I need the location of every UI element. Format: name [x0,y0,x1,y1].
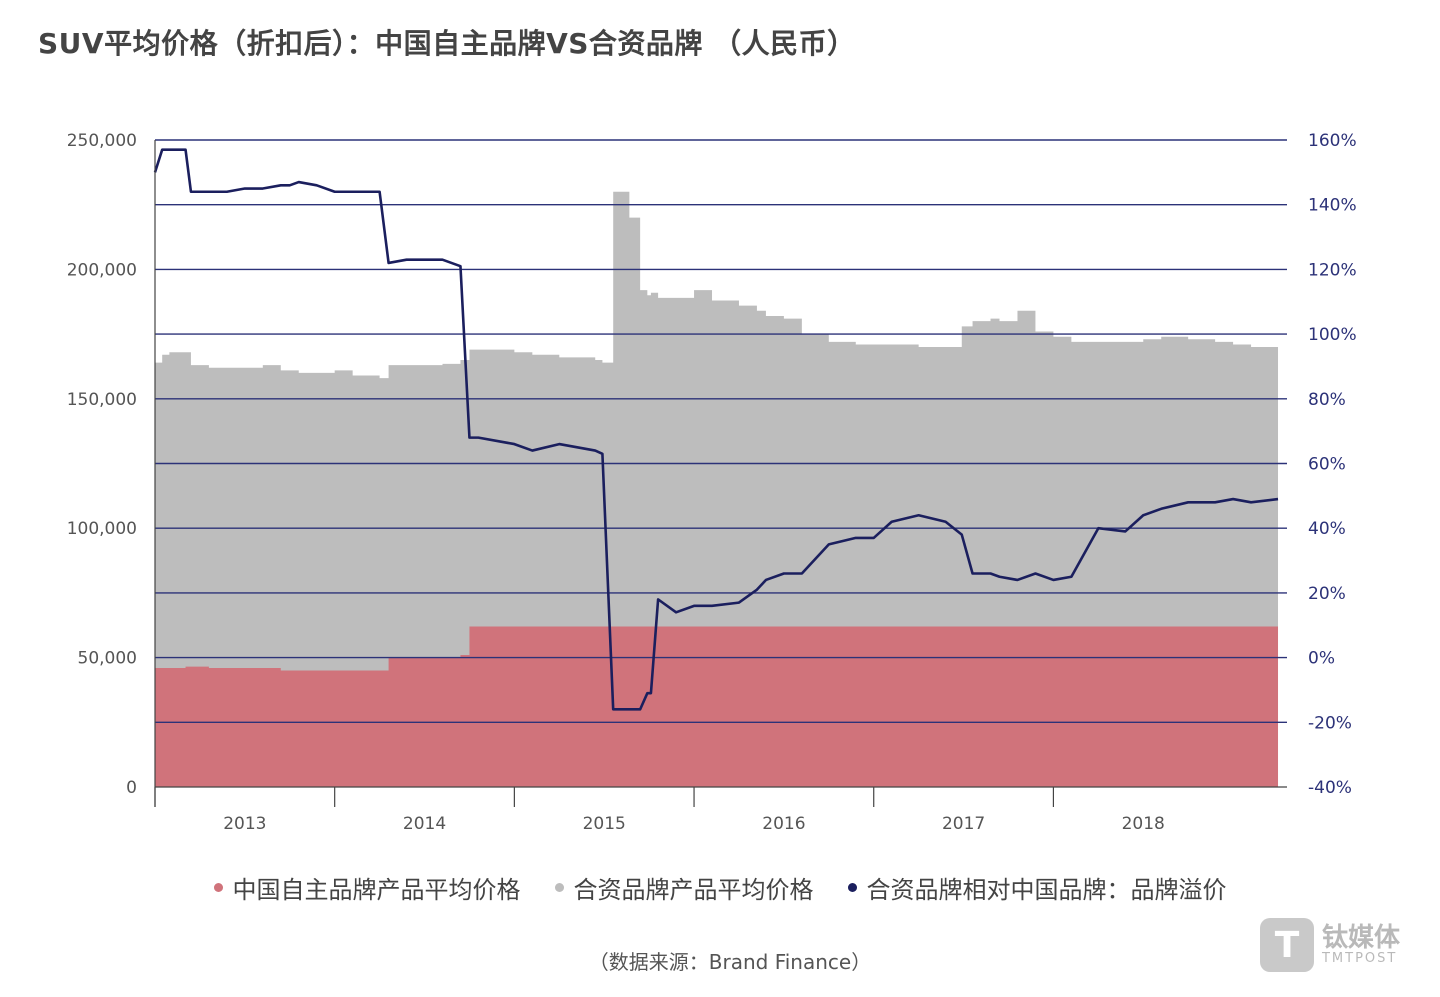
legend-item-premium: 合资品牌相对中国品牌：品牌溢价 [847,870,1227,905]
legend-dot-premium [847,883,857,892]
y-right-tick-label: 160% [1308,131,1357,151]
y-left-tick-label: 100,000 [67,519,137,539]
y-right-tick-label: 60% [1308,455,1346,475]
premium-line [153,148,1279,711]
watermark-cn: 钛媒体 [1321,922,1400,953]
source-note: （数据来源：Brand Finance） [588,950,872,974]
legend-label-premium: 合资品牌相对中国品牌：品牌溢价 [866,876,1227,904]
legend-label-domestic: 中国自主品牌产品平均价格 [232,876,521,904]
watermark-en: TMTPOST [1321,951,1398,967]
x-tick-label: 2018 [1122,814,1165,834]
chart-title: SUV平均价格（折扣后）：中国自主品牌VS合资品牌 （人民币） [38,27,856,60]
x-tick-label: 2013 [223,814,266,834]
legend-label-jv: 合资品牌产品平均价格 [573,876,814,904]
x-tick-label: 2017 [942,814,985,834]
watermark-text: 钛媒体 TMTPOST [1321,922,1400,967]
y-right-tick-label: -20% [1308,713,1352,733]
x-tick-label: 2014 [403,814,446,834]
legend-dot-jv [554,883,564,892]
premium-line-layer [153,148,1279,711]
grid-layer [155,139,1287,723]
y-left-tick-label: 250,000 [67,131,137,151]
y-right-tick-label: 0% [1308,649,1335,669]
x-tick-label: 2016 [762,814,805,834]
y-right-tick-label: 140% [1308,196,1357,216]
y-right-tick-label: 20% [1308,584,1346,604]
y-left-tick-label: 200,000 [67,260,137,280]
axes-layer: 0 50,000 100,000 150,000 200,000 250,000 -40% -… [67,131,1357,834]
area-layer [155,191,1279,787]
legend-dot-domestic [213,883,223,892]
legend: 中国自主品牌产品平均价格 合资品牌产品平均价格 合资品牌相对中国品牌：品牌溢价 [0,870,1440,905]
legend-item-domestic: 中国自主品牌产品平均价格 [213,870,521,905]
y-right-tick-label: 80% [1308,390,1346,410]
legend-item-jv: 合资品牌产品平均价格 [554,870,814,905]
y-left-tick-label: 0 [126,778,137,798]
y-right-tick-label: 40% [1308,519,1346,539]
x-tick-label: 2015 [583,814,626,834]
y-right-tick-label: -40% [1308,778,1352,798]
y-right-tick-label: 100% [1308,325,1357,345]
y-left-tick-label: 150,000 [67,390,137,410]
y-left-tick-label: 50,000 [78,649,137,669]
y-right-tick-label: 120% [1308,260,1357,280]
watermark: T 钛媒体 TMTPOST [1259,918,1400,972]
watermark-logo-icon: T [1259,918,1314,972]
